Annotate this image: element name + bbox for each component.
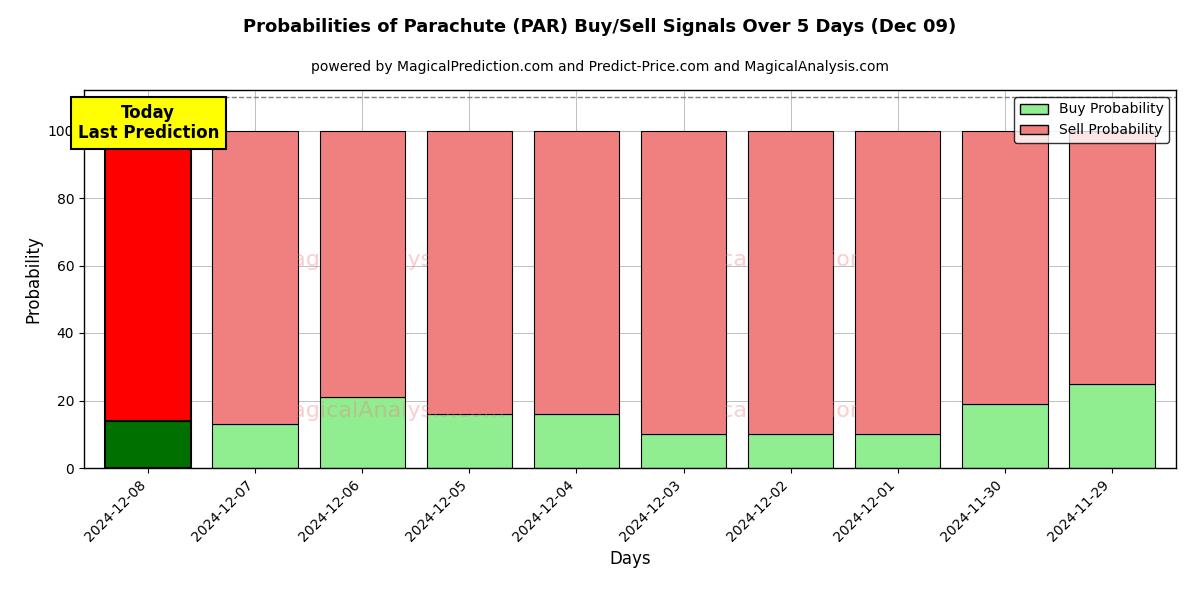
Bar [319,397,406,468]
Bar [854,434,941,468]
Y-axis label: Probability: Probability [24,235,42,323]
Bar [748,434,834,468]
Bar [534,130,619,414]
Bar [854,130,941,434]
X-axis label: Days: Days [610,550,650,568]
Bar [748,130,834,434]
Bar [212,130,298,424]
Legend: Buy Probability, Sell Probability: Buy Probability, Sell Probability [1014,97,1169,143]
Bar [106,130,191,421]
Bar [641,130,726,434]
Bar [1069,130,1154,383]
Text: powered by MagicalPrediction.com and Predict-Price.com and MagicalAnalysis.com: powered by MagicalPrediction.com and Pre… [311,60,889,74]
Bar [962,130,1048,404]
Bar [534,414,619,468]
Bar [106,421,191,468]
Text: MagicalPrediction.com: MagicalPrediction.com [668,401,919,421]
Text: MagicalAnalysis.com: MagicalAnalysis.com [274,250,505,270]
Text: Today
Last Prediction: Today Last Prediction [78,103,218,142]
Bar [319,130,406,397]
Bar [426,130,512,414]
Text: MagicalAnalysis.com: MagicalAnalysis.com [274,401,505,421]
Text: MagicalPrediction.com: MagicalPrediction.com [668,250,919,270]
Bar [426,414,512,468]
Bar [962,404,1048,468]
Text: Probabilities of Parachute (PAR) Buy/Sell Signals Over 5 Days (Dec 09): Probabilities of Parachute (PAR) Buy/Sel… [244,18,956,36]
Bar [1069,383,1154,468]
Bar [641,434,726,468]
Bar [212,424,298,468]
